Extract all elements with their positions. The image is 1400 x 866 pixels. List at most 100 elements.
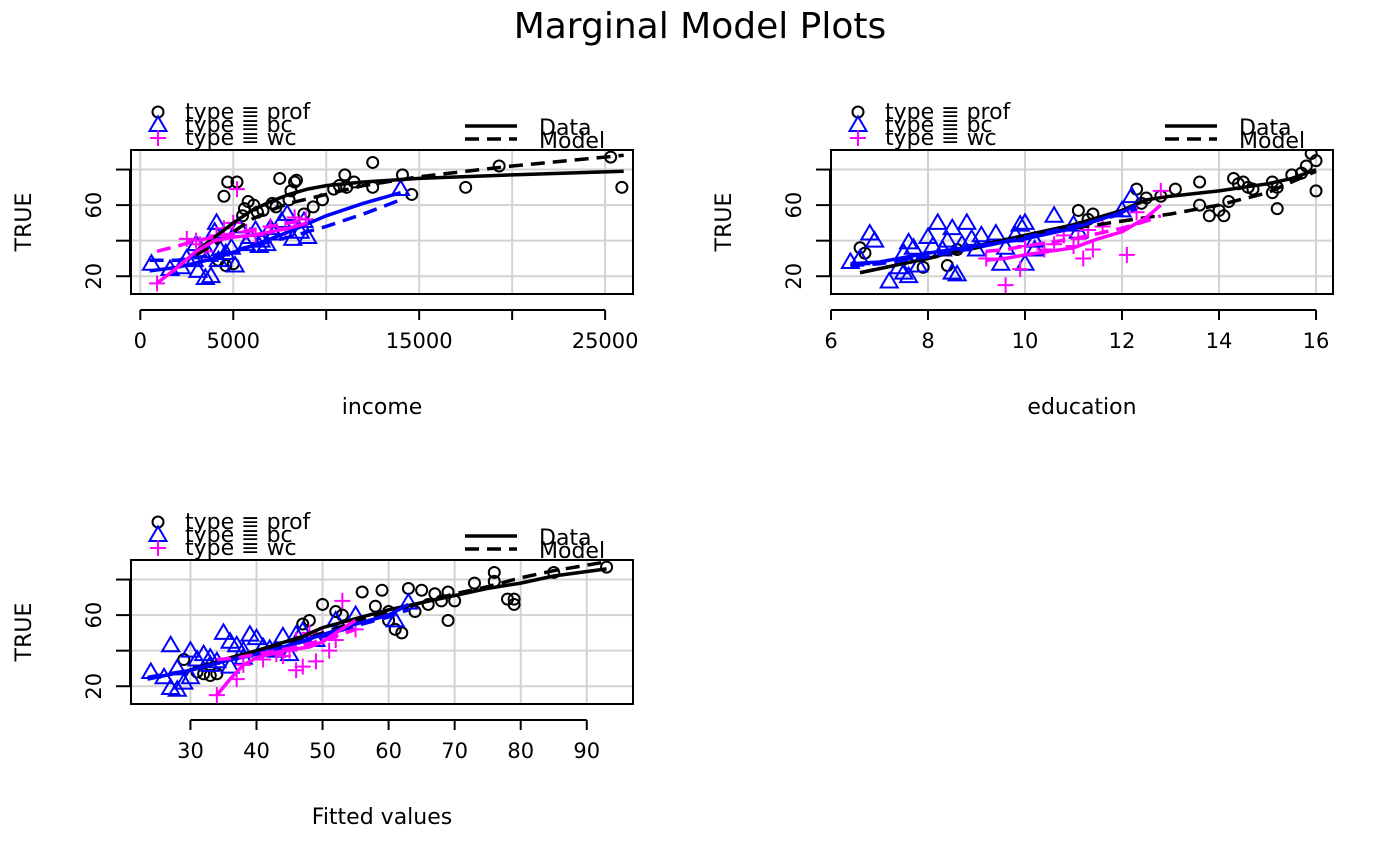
legend-marker-wc bbox=[150, 130, 166, 146]
data-line-bc bbox=[147, 602, 410, 681]
point-bc bbox=[946, 263, 968, 282]
point-wc bbox=[997, 277, 1014, 294]
legend-label-prof: type ≡ prof bbox=[185, 100, 312, 125]
point-bc bbox=[180, 640, 201, 658]
point-bc bbox=[279, 643, 300, 662]
grid bbox=[131, 560, 633, 704]
page-title: Marginal Model Plots bbox=[514, 6, 887, 47]
point-wc bbox=[294, 658, 311, 675]
point-prof bbox=[421, 597, 435, 611]
point-wc bbox=[1012, 261, 1029, 278]
point-prof bbox=[487, 565, 501, 579]
point-bc bbox=[917, 226, 939, 245]
point-bc bbox=[200, 265, 222, 284]
point-bc bbox=[276, 203, 298, 221]
model-line-prof bbox=[195, 153, 624, 257]
legend-line-label: Data bbox=[539, 116, 592, 141]
point-bc bbox=[390, 178, 411, 197]
legend-label-prof: type ≡ prof bbox=[885, 100, 1012, 125]
panels-container: 0 5000 15000 25000 income 20 60 TRUE type ≡ prof… bbox=[12, 100, 1334, 830]
legend-line-label: Model bbox=[539, 129, 605, 154]
point-bc bbox=[141, 253, 162, 271]
legend-label-wc: type ≡ wc bbox=[185, 126, 297, 151]
point-prof bbox=[273, 171, 287, 185]
point-bc bbox=[219, 656, 241, 674]
point-prof bbox=[289, 173, 303, 187]
point-prof bbox=[1270, 202, 1284, 216]
point-bc bbox=[956, 212, 978, 230]
panel-income: 0 5000 15000 25000 income 20 60 TRUE type ≡ prof… bbox=[12, 100, 639, 420]
model-line-bc bbox=[149, 198, 402, 262]
legend-label-bc: type ≡ bc bbox=[885, 113, 993, 138]
point-prof bbox=[459, 180, 473, 194]
point-prof bbox=[302, 613, 316, 627]
point-wc bbox=[228, 181, 245, 198]
point-prof bbox=[355, 585, 369, 599]
smooth-lines bbox=[149, 153, 624, 285]
model-line-wc bbox=[156, 217, 308, 253]
point-prof bbox=[1217, 209, 1231, 223]
y-tick-label: 20 bbox=[82, 263, 106, 290]
y-tick-label: 60 bbox=[782, 192, 806, 219]
x-tick-label: 12 bbox=[1109, 329, 1136, 353]
x-tick-label: 8 bbox=[921, 329, 934, 353]
point-prof bbox=[388, 622, 402, 636]
point-prof bbox=[507, 592, 521, 606]
point-prof bbox=[368, 599, 382, 613]
point-bc bbox=[903, 237, 924, 255]
x-tick-label: 5000 bbox=[207, 329, 260, 353]
point-prof bbox=[1309, 154, 1323, 168]
point-bc bbox=[246, 627, 267, 646]
point-prof bbox=[1193, 198, 1207, 212]
point-prof bbox=[288, 175, 302, 189]
data-line-bc bbox=[149, 191, 402, 273]
x-tick-label: 25000 bbox=[572, 329, 639, 353]
legend-line-label: Data bbox=[1239, 116, 1292, 141]
x-axis: 0 5000 15000 25000 income bbox=[134, 309, 639, 420]
point-bc bbox=[224, 255, 246, 273]
y-axis-label: TRUE bbox=[712, 193, 737, 253]
legend-marker-bc bbox=[147, 524, 169, 542]
point-prof bbox=[600, 560, 614, 574]
y-axis: 20 60 TRUE bbox=[12, 168, 131, 290]
y-tick-label: 60 bbox=[82, 192, 106, 219]
legend-line-label: Data bbox=[539, 526, 592, 551]
data-line-bc bbox=[850, 203, 1138, 266]
point-prof bbox=[316, 597, 330, 611]
data-line-wc bbox=[155, 221, 309, 285]
x-tick-label: 60 bbox=[375, 739, 402, 763]
point-bc bbox=[908, 255, 929, 273]
data-line-prof bbox=[195, 169, 624, 253]
point-bc bbox=[160, 634, 181, 653]
x-axis: 6 8 10 12 14 16 education bbox=[824, 309, 1329, 420]
point-prof bbox=[615, 180, 629, 194]
x-axis-label: income bbox=[342, 395, 423, 420]
point-bc bbox=[937, 230, 958, 248]
y-tick-label: 60 bbox=[82, 602, 106, 629]
x-tick-label: 50 bbox=[309, 739, 336, 763]
point-bc bbox=[186, 649, 208, 667]
x-tick-label: 10 bbox=[1012, 329, 1039, 353]
point-bc bbox=[195, 267, 216, 285]
x-tick-label: 6 bbox=[824, 329, 837, 353]
x-tick-label: 80 bbox=[507, 739, 534, 763]
point-prof bbox=[375, 583, 389, 597]
point-bc bbox=[942, 217, 963, 236]
point-bc bbox=[898, 265, 919, 284]
point-prof bbox=[1168, 182, 1182, 196]
x-tick-label: 40 bbox=[243, 739, 270, 763]
point-prof bbox=[467, 576, 481, 590]
point-wc bbox=[1118, 246, 1135, 263]
smooth-lines bbox=[147, 560, 607, 697]
point-prof bbox=[492, 159, 506, 173]
point-bc bbox=[398, 592, 419, 610]
point-bc bbox=[297, 226, 318, 245]
x-tick-label: 15000 bbox=[386, 329, 453, 353]
x-tick-label: 0 bbox=[134, 329, 147, 353]
point-wc bbox=[1084, 241, 1101, 258]
point-bc bbox=[213, 622, 234, 640]
point-prof bbox=[306, 200, 320, 214]
